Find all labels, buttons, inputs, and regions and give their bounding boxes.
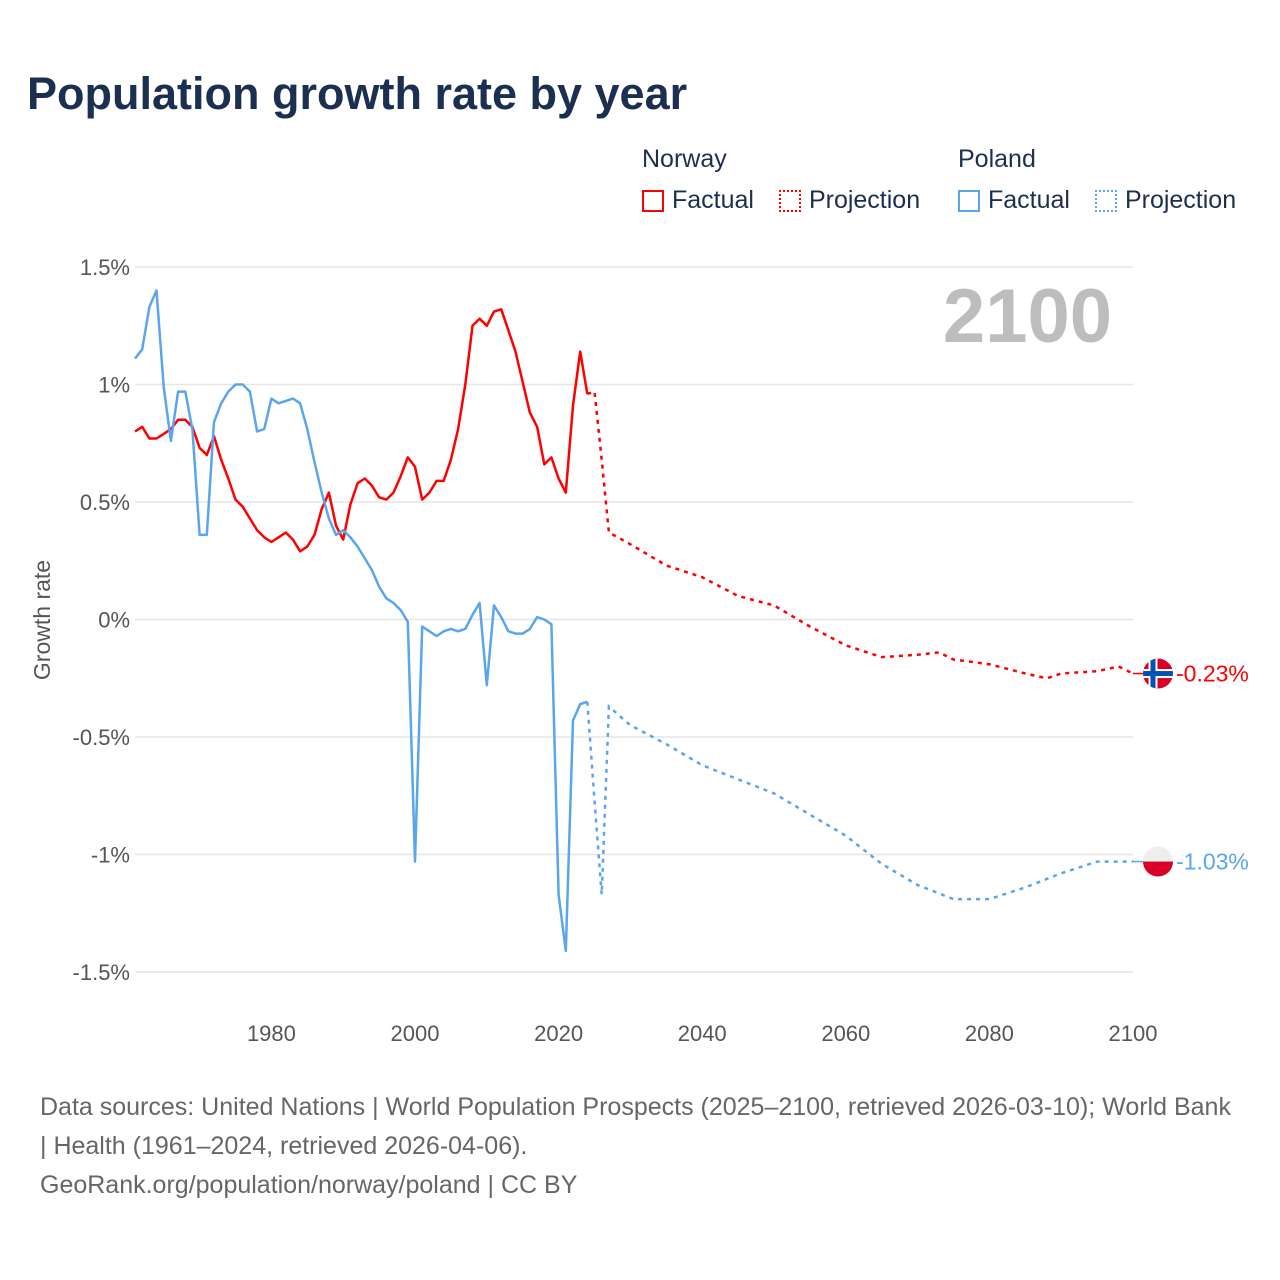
dotted-swatch-icon xyxy=(778,189,801,212)
footer: Data sources: United Nations | World Pop… xyxy=(40,1088,1240,1205)
legend-norway-projection[interactable]: Projection xyxy=(778,186,921,215)
legend-label: Projection xyxy=(1124,186,1237,214)
y-tick-label: 1.5% xyxy=(80,255,130,280)
poland-end-value-label: -1.03% xyxy=(1176,849,1249,875)
y-tick-label: 0% xyxy=(98,608,130,633)
year-indicator: 2100 xyxy=(943,274,1112,359)
series-lines xyxy=(134,289,1134,953)
poland-projection-line xyxy=(586,701,1133,901)
legend-group-label: Norway xyxy=(642,145,727,173)
x-tick-label: 2000 xyxy=(391,1021,440,1046)
y-axis-ticks: 1.5% 1% 0.5% 0% -0.5% -1% -1.5% xyxy=(73,255,130,985)
legend-norway: Norway Factual Projection xyxy=(642,145,938,219)
chart-title: Population growth rate by year xyxy=(27,68,688,119)
y-tick-label: -0.5% xyxy=(73,725,130,750)
x-tick-label: 2080 xyxy=(965,1021,1014,1046)
solid-swatch-icon xyxy=(958,189,980,212)
poland-flag-icon xyxy=(1143,846,1173,877)
x-tick-label: 2020 xyxy=(534,1021,583,1046)
y-tick-label: 1% xyxy=(98,373,130,398)
gridlines xyxy=(135,266,1133,973)
x-tick-label: 2060 xyxy=(821,1021,870,1046)
source-link[interactable]: GeoRank.org/population/norway/poland | C… xyxy=(40,1171,578,1199)
dotted-swatch-icon xyxy=(1094,189,1117,212)
y-axis-label: Growth rate xyxy=(29,560,55,680)
x-tick-label: 2100 xyxy=(1109,1021,1158,1046)
norway-flag-icon xyxy=(1143,658,1173,689)
legend-label: Projection xyxy=(808,186,921,214)
y-tick-label: -1% xyxy=(91,843,130,868)
y-tick-label: 0.5% xyxy=(80,490,130,515)
solid-swatch-icon xyxy=(642,189,664,212)
x-tick-label: 1980 xyxy=(247,1021,296,1046)
legend-label: Factual xyxy=(672,186,754,214)
legend-poland-projection[interactable]: Projection xyxy=(1094,186,1237,215)
legend-poland-factual[interactable]: Factual xyxy=(958,186,1070,215)
legend-poland: Poland Factual Projection xyxy=(958,145,1236,219)
y-tick-label: -1.5% xyxy=(73,960,130,985)
legend-group-label: Poland xyxy=(958,145,1036,173)
x-axis-ticks: 1980 2000 2020 2040 2060 2080 2100 xyxy=(247,1021,1158,1046)
norway-projection-line xyxy=(586,389,1134,680)
end-labels: -0.23% -1.03% xyxy=(1133,658,1249,877)
legend-label: Factual xyxy=(988,186,1070,214)
poland-factual-line xyxy=(134,289,588,953)
legend-norway-factual[interactable]: Factual xyxy=(642,186,754,215)
data-sources: Data sources: United Nations | World Pop… xyxy=(40,1093,1231,1160)
x-tick-label: 2040 xyxy=(678,1021,727,1046)
norway-end-value-label: -0.23% xyxy=(1176,661,1249,687)
norway-factual-line xyxy=(134,308,589,553)
